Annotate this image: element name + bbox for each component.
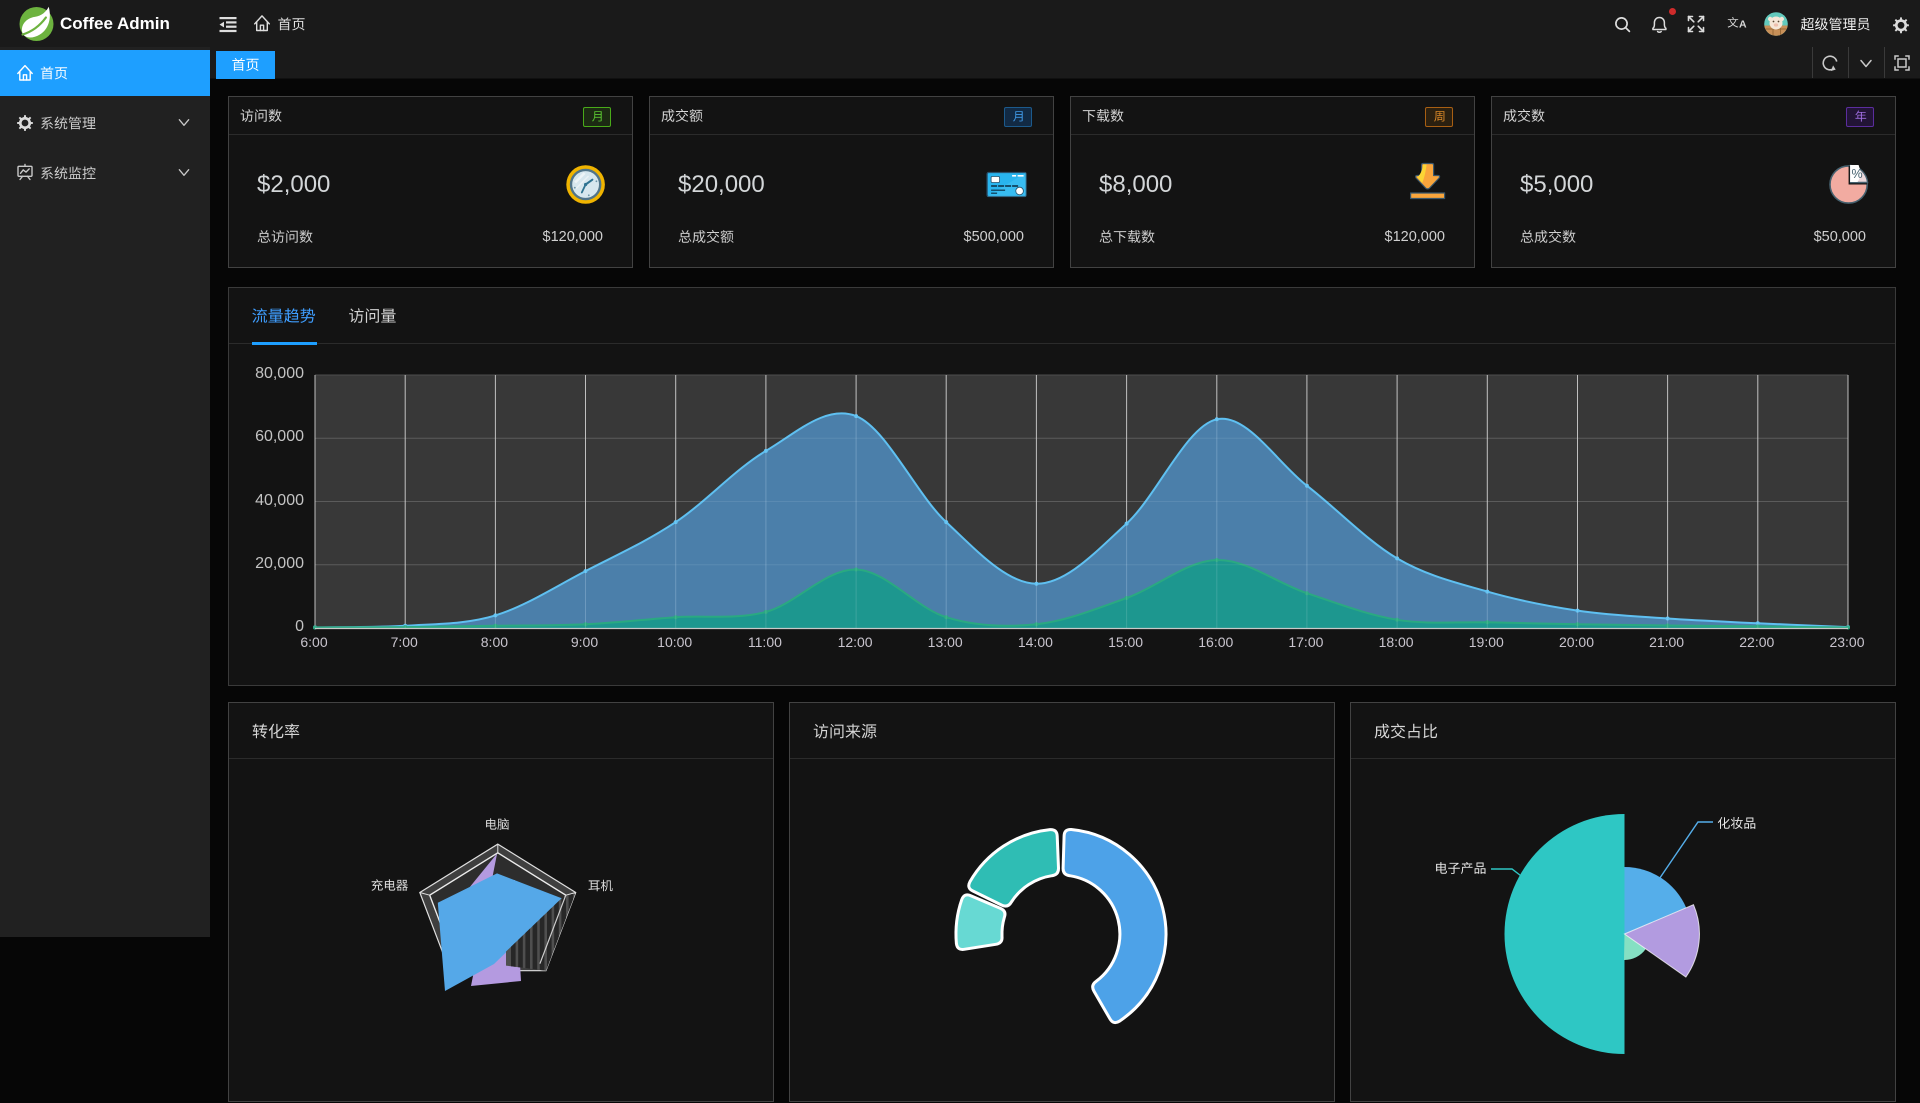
svg-text:%: % xyxy=(1852,167,1863,181)
